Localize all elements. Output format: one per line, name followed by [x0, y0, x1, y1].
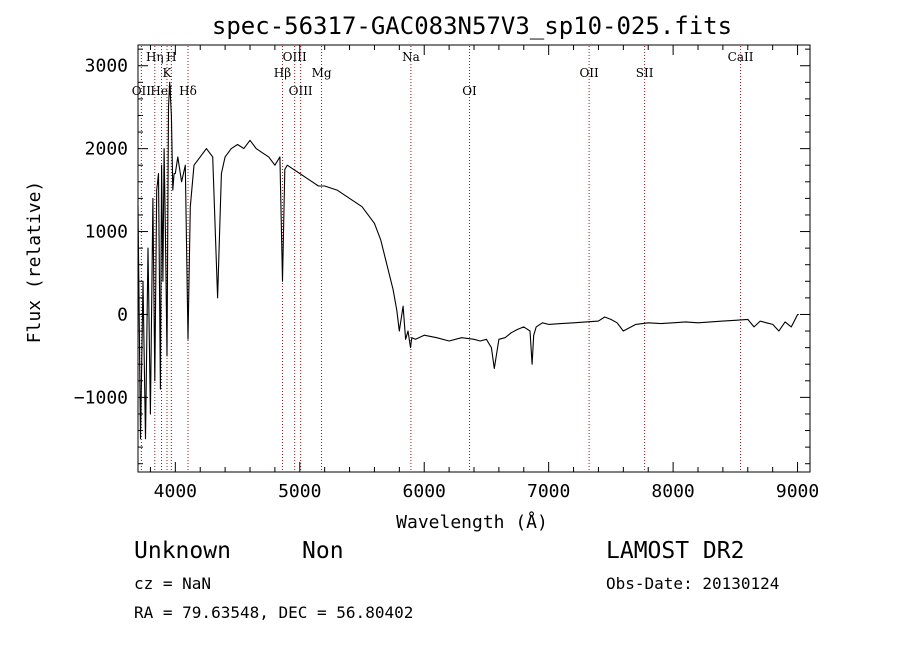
spectral-line-label: OIII: [289, 84, 313, 98]
spectral-line-label: OII: [579, 66, 599, 80]
spectral-line-label: OI: [462, 84, 477, 98]
spectral-line-label: OIII: [283, 50, 307, 64]
spectral-line-label: Hβ: [274, 66, 291, 80]
coordinates-text: RA = 79.63548, DEC = 56.80402: [134, 603, 414, 622]
y-tick-label: 2000: [85, 139, 128, 160]
plot-frame: [137, 44, 811, 473]
x-tick-label: 9000: [776, 481, 819, 502]
spectral-line-label: HeI: [150, 84, 173, 98]
spectral-line-label: Hη: [146, 50, 164, 64]
chart-title: spec-56317-GAC083N57V3_sp10-025.fits: [212, 12, 732, 40]
spectral-line-label: CaII: [728, 50, 754, 64]
y-tick-label: 3000: [85, 56, 128, 77]
spectral-line-label: H: [166, 50, 176, 64]
spectrum-line: [137, 81, 799, 440]
spectral-line-label: Mg: [312, 66, 332, 80]
spectral-line-label: OII: [132, 84, 152, 98]
spectral-line-label: K: [163, 66, 173, 80]
obs-date-text: Obs-Date: 20130124: [606, 574, 780, 593]
x-tick-label: 7000: [527, 481, 570, 502]
survey-label: LAMOST DR2: [606, 538, 745, 564]
redshift-text: cz = NaN: [134, 574, 212, 593]
spectral-line-label: SII: [636, 66, 654, 80]
x-tick-label: 5000: [278, 481, 321, 502]
x-tick-label: 6000: [403, 481, 446, 502]
subclass-label: Non: [302, 538, 344, 564]
y-tick-label: −1000: [74, 387, 128, 408]
y-tick-label: 0: [117, 304, 128, 325]
y-tick-label: 1000: [85, 222, 128, 243]
class-label: Unknown: [134, 538, 231, 564]
y-axis-label: Flux (relative): [24, 181, 45, 344]
spectral-line-label: Na: [402, 50, 420, 64]
plot-area: 4000 5000 6000 7000 8000 9000 −1000 0 1000 2000 30…: [74, 44, 819, 502]
x-axis-label: Wavelength (Å): [396, 511, 548, 533]
spectral-line-label: Hδ: [179, 84, 197, 98]
x-tick-label: 4000: [154, 481, 197, 502]
x-tick-label: 8000: [651, 481, 694, 502]
